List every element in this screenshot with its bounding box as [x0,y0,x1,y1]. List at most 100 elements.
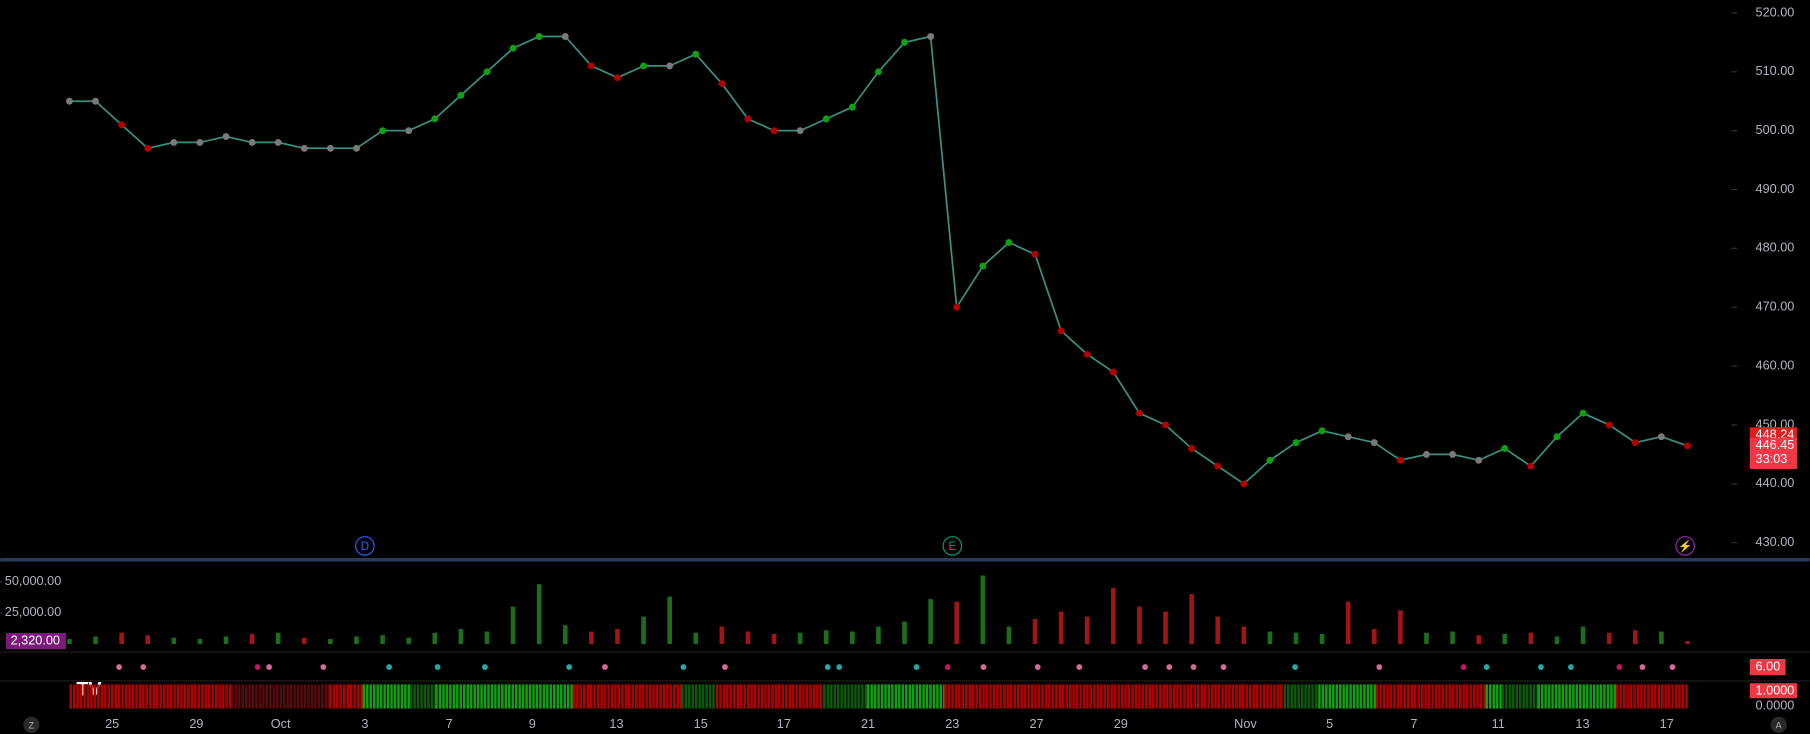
regime-cell [539,684,542,709]
regime-cell [244,684,248,709]
regime-cell [310,684,314,709]
regime-cell [104,684,107,709]
regime-cell [1501,684,1505,709]
regime-cell [1196,684,1200,709]
y-tick-label: 25,000.00 [5,605,61,619]
regime-cell [293,684,296,709]
trail-dot [614,74,621,82]
regime-cell [442,684,445,709]
regime-cell [688,684,691,709]
regime-cell [757,684,760,709]
signal-dot [1376,664,1383,670]
trail-dot [535,33,543,40]
volume-bar [1032,619,1038,644]
event-label: E [948,541,956,553]
regime-cell [1283,684,1287,709]
regime-cell [880,684,884,709]
volume-bar [1554,636,1560,644]
signal-dot [1076,664,1083,670]
regime-cell [819,684,823,709]
x-tick-label: 11 [1492,717,1505,731]
regime-cell [901,684,905,709]
button[interactable] [1770,716,1787,733]
regime-cell [607,684,610,709]
regime-cell [518,684,521,709]
volume-bar [1241,626,1247,644]
regime-cell [1479,684,1483,709]
trail-dot [901,38,909,46]
event-icon[interactable] [1675,536,1695,556]
regime-cell [553,684,556,709]
regime-cell [1113,684,1117,709]
regime-cell [1420,684,1424,709]
regime-cell [586,684,590,709]
trail-dot [379,127,387,135]
regime-cell [691,684,695,709]
trail-dot [1501,445,1509,452]
regime-cell [1314,684,1318,709]
regime-cell [231,684,234,709]
signal-dot [1483,664,1490,670]
volume-bar [850,631,855,644]
regime-cell [1445,684,1448,709]
regime-cell [383,684,386,709]
volume-bar [275,632,281,644]
regime-cell [420,684,423,709]
regime-cell [1093,684,1096,709]
regime-cell [1034,684,1037,709]
x-tick-label: 7 [1410,717,1417,731]
volume-bar [1502,634,1508,644]
regime-cell [1127,684,1131,709]
signal-dot [266,664,272,670]
volume-bar [1371,629,1377,644]
regime-cell [944,684,947,709]
volume-bar [719,626,725,644]
regime-cell [1106,684,1110,709]
regime-cell [992,684,996,709]
signal-dot [1034,664,1041,670]
regime-cell [204,684,208,709]
regime-cell [971,684,975,709]
regime-cell [1224,684,1228,709]
regime-cell [812,684,816,709]
volume-bar [328,638,333,644]
regime-cell [1610,684,1613,709]
button[interactable] [23,716,40,733]
regime-cell [1293,684,1297,709]
regime-cell [72,684,76,709]
regime-cell [427,684,430,709]
regime-cell [648,684,652,709]
regime-cell [1448,684,1452,709]
regime-cell [276,684,279,709]
volume-bar [1450,631,1455,644]
regime-cell [968,684,972,709]
trail-dot [509,44,517,52]
regime-cell [349,684,353,709]
trail-dot [405,127,413,135]
trail-dot [326,144,334,152]
regime-cell [497,684,501,709]
regime-cell [1558,684,1561,709]
regime-cell [870,684,873,709]
regime-cell [666,684,669,709]
regime-cell [269,684,272,709]
regime-cell [1248,684,1252,709]
regime-cell [1582,684,1585,709]
regime-cell [922,684,925,709]
regime-cell [1667,684,1671,709]
trail-dot [822,115,830,123]
volume-bar [458,629,464,644]
regime-cell [128,684,131,709]
signal-dot [1142,664,1148,670]
regime-cell [570,684,573,709]
y-tick-label: 500.00 [1756,123,1795,137]
regime-cell [712,684,715,709]
scroll-buttons[interactable]: Z A [23,716,1787,733]
regime-cell [366,684,369,709]
regime-cell [483,684,487,709]
regime-cell [774,684,778,709]
regime-cell [1660,684,1664,709]
regime-cell [1134,684,1138,709]
